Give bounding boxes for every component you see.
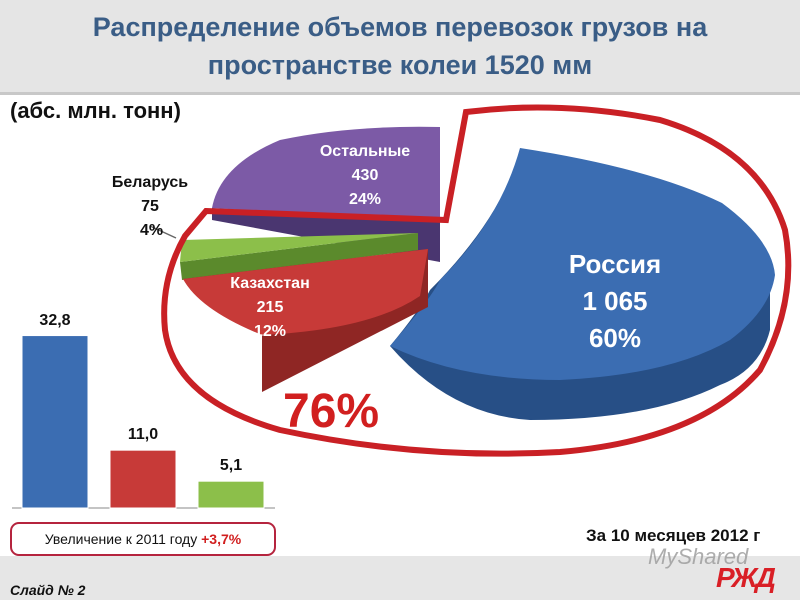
label-others-percent: 24%: [348, 191, 382, 208]
pie-slice-belarus: [180, 233, 418, 262]
increase-box: Увеличение к 2011 году +3,7%: [10, 522, 276, 556]
rzd-logo: РЖД: [716, 562, 776, 593]
bar-chart: [12, 335, 275, 509]
units-label: (абс. млн. тонн): [10, 98, 181, 123]
increase-text: Увеличение к 2011 году: [44, 531, 198, 547]
label-russia-name: Россия: [568, 249, 662, 279]
pie-slice-others: [212, 126, 440, 222]
bar-2: [109, 449, 177, 509]
total-share-percent: 76%: [283, 385, 380, 438]
label-belarus: Беларусь 75 4%: [90, 171, 210, 243]
label-belarus-percent: 4%: [140, 222, 164, 239]
title-band: Распределение объемов перевозок грузов н…: [0, 0, 800, 95]
label-kazakhstan-name: Казахстан: [230, 275, 310, 292]
label-russia: Россия 1 065 60%: [540, 246, 690, 357]
belarus-slice-side: [180, 233, 418, 280]
increase-value: +3,7%: [201, 531, 242, 547]
label-belarus-value: 75: [141, 198, 159, 215]
label-others-value: 430: [351, 167, 379, 184]
title-line-2: пространстве колеи 1520 мм: [207, 50, 593, 80]
footer-band: [0, 556, 800, 600]
slide-title: Распределение объемов перевозок грузов н…: [20, 8, 780, 84]
label-kazakhstan-percent: 12%: [253, 323, 287, 340]
bar-3: [197, 480, 265, 509]
pie-slice-kazakhstan: [183, 249, 428, 335]
bar-value-label-2: 11,0: [127, 426, 159, 444]
period-text: За 10 месяцев 2012 г: [586, 526, 761, 545]
russia-highlight-outline: [161, 104, 792, 457]
label-russia-percent: 60%: [588, 323, 642, 353]
title-line-1: Распределение объемов перевозок грузов н…: [92, 12, 708, 42]
label-kazakhstan-value: 215: [256, 299, 284, 316]
label-kazakhstan: Казахстан 215 12%: [210, 272, 330, 344]
watermark: MyShared: [648, 544, 749, 569]
label-belarus-name: Беларусь: [111, 174, 189, 191]
bar-value-label-3: 5,1: [219, 457, 243, 475]
belarus-leader-line: [149, 225, 177, 239]
label-others-name: Остальные: [319, 143, 411, 160]
slide-number: Слайд № 2: [10, 582, 86, 598]
label-others: Остальные 430 24%: [300, 140, 430, 212]
bar-1: [21, 335, 89, 509]
pie-slice-russia: [390, 148, 775, 380]
bar-value-label-1: 32,8: [39, 311, 71, 329]
label-russia-value: 1 065: [582, 286, 648, 316]
